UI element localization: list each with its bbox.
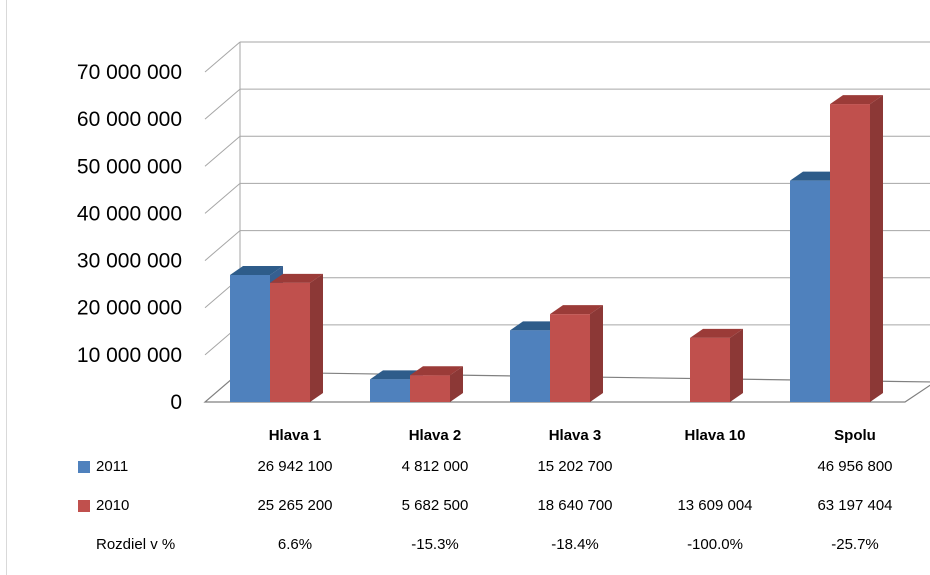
y-tick-label: 10 000 000	[77, 344, 182, 367]
gridline-side	[204, 230, 241, 261]
table-cell: 63 197 404	[817, 497, 893, 514]
table-cell: 6.6%	[277, 536, 313, 553]
bar-2010-hlava-1	[270, 273, 323, 402]
y-tick-label: 20 000 000	[77, 297, 182, 320]
gridline-side	[204, 183, 241, 214]
gridline-side	[204, 88, 241, 120]
bar-front	[690, 337, 730, 402]
table-cell: -100.0%	[687, 536, 743, 553]
bar-top	[830, 95, 883, 105]
bar-side	[590, 305, 603, 402]
bar-front	[830, 104, 870, 402]
bar-front	[410, 375, 450, 402]
table-cell: -15.3%	[411, 536, 459, 553]
bar-top	[230, 265, 283, 275]
y-axis-ticks: 0 10 000 000 20 000 000 30 000 000 40 000 00…	[77, 61, 182, 414]
floor	[203, 371, 930, 403]
bars	[230, 95, 883, 402]
x-tick-label: Hlava 2	[408, 427, 462, 444]
row-diff-head: Rozdiel v %	[96, 536, 175, 553]
bar-2010-hlava-2	[410, 366, 463, 402]
y-tick-label: 60 000 000	[77, 108, 182, 131]
row-2011-head: 2011	[78, 458, 128, 475]
legend-swatch-2010	[78, 499, 90, 512]
table-cell: -18.4%	[551, 536, 599, 553]
table-cell: 18 640 700	[537, 497, 613, 514]
bar-top	[510, 321, 563, 331]
bar-front	[270, 282, 310, 402]
floor-plane	[203, 371, 930, 403]
x-tick-label: Hlava 10	[684, 427, 746, 444]
bar-top	[790, 171, 843, 181]
table-cell: 5 682 500	[401, 497, 469, 514]
x-tick-label: Spolu	[834, 427, 876, 444]
y-tick-label: 50 000 000	[77, 155, 182, 178]
y-tick-label: 70 000 000	[77, 61, 182, 84]
chart-3d-column: 0 10 000 000 20 000 000 30 000 000 40 000 00…	[77, 41, 930, 414]
gridline-side	[204, 135, 241, 167]
bar-top	[410, 366, 463, 376]
row-2010-head: 2010	[78, 497, 129, 514]
x-tick-label: Hlava 1	[268, 427, 322, 444]
left-border	[6, 0, 7, 575]
bar-front	[510, 330, 550, 402]
row-2010-label: 2010	[96, 497, 130, 514]
table-cell: 25 265 200	[257, 497, 333, 514]
x-tick-label: Hlava 3	[548, 427, 602, 444]
bar-side	[310, 273, 323, 402]
bar-top	[270, 273, 323, 283]
bar-2010-hlava-3	[550, 305, 603, 402]
bar-top	[370, 370, 423, 380]
bar-front	[790, 180, 830, 402]
table-cell: 4 812 000	[401, 458, 469, 475]
bar-top	[550, 305, 603, 315]
gridline-side	[204, 41, 241, 73]
row-2011-label: 2011	[96, 458, 129, 475]
legend-swatch-2011	[78, 460, 90, 473]
bar-2010-spolu	[830, 95, 883, 402]
bar-top	[690, 328, 743, 338]
bar-side	[730, 328, 743, 402]
y-tick-label: 40 000 000	[77, 202, 182, 225]
bar-front	[550, 314, 590, 402]
table-cell: 15 202 700	[537, 458, 613, 475]
bar-side	[870, 95, 883, 402]
y-tick-label: 30 000 000	[77, 250, 182, 273]
bar-2010-hlava-10	[690, 328, 743, 402]
table-cell: 13 609 004	[677, 497, 753, 514]
bar-front	[230, 274, 270, 402]
row-diff-label: Rozdiel v %	[96, 536, 176, 553]
table-cell: 26 942 100	[257, 458, 333, 475]
table-cell: -25.7%	[831, 536, 879, 553]
bar-front	[370, 379, 410, 402]
bar-side	[450, 366, 463, 402]
table-cell: 46 956 800	[817, 458, 893, 475]
y-tick-label: 0	[170, 391, 182, 414]
